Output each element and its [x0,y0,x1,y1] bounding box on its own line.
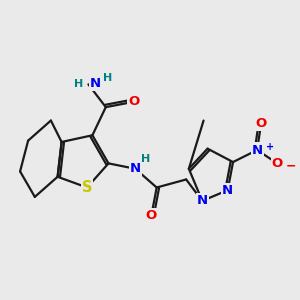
Text: O: O [146,209,157,222]
Text: +: + [266,142,274,152]
Text: N: N [130,162,141,175]
Text: O: O [272,157,283,170]
Text: H: H [103,73,112,83]
Text: N: N [222,184,233,197]
Text: H: H [141,154,150,164]
Text: N: N [90,77,101,90]
Text: N: N [252,143,263,157]
Text: S: S [82,180,92,195]
Text: H: H [74,80,84,89]
Text: O: O [128,95,140,108]
Text: −: − [285,159,296,172]
Text: N: N [197,194,208,207]
Text: O: O [256,117,267,130]
